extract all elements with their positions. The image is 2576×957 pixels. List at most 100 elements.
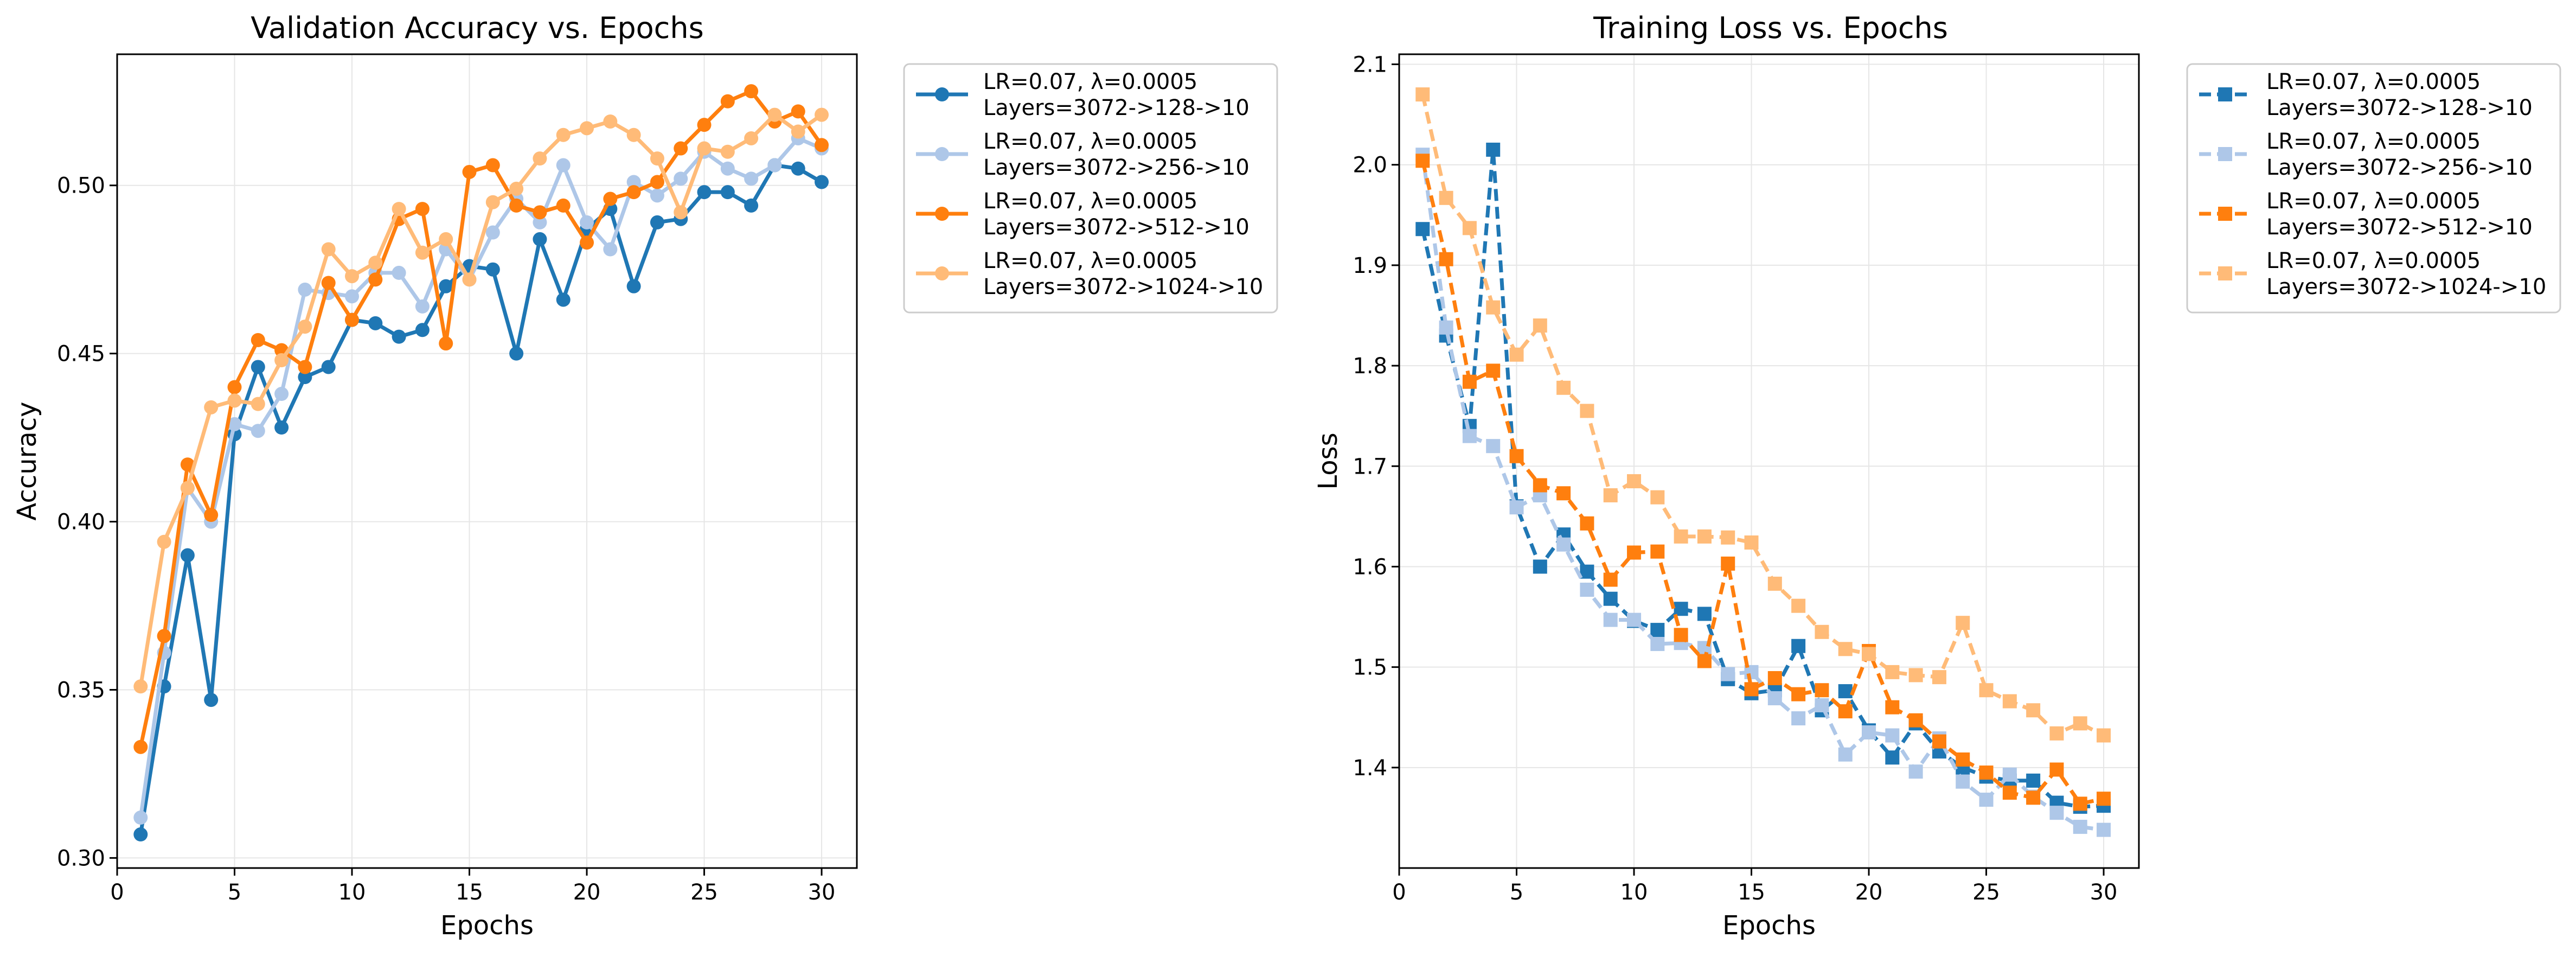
accuracy-data-point xyxy=(251,360,265,374)
accuracy-x-tick-label: 5 xyxy=(228,880,241,905)
accuracy-legend-marker xyxy=(935,87,949,101)
accuracy-data-point xyxy=(650,215,664,229)
loss-y-tick-label: 2.1 xyxy=(1353,53,1387,78)
loss-x-tick-label: 25 xyxy=(1972,880,2000,905)
accuracy-data-point xyxy=(603,192,618,206)
accuracy-legend-label-line: LR=0.07, λ=0.0005 xyxy=(983,189,1197,214)
accuracy-data-point xyxy=(533,205,547,220)
accuracy-data-point xyxy=(274,353,289,368)
accuracy-data-point xyxy=(791,104,805,119)
loss-data-point xyxy=(1838,747,1853,762)
accuracy-legend: LR=0.07, λ=0.0005 Layers=3072->128->10LR=… xyxy=(903,63,1278,314)
loss-x-tick-label: 15 xyxy=(1738,880,1765,905)
accuracy-data-point xyxy=(556,292,571,307)
accuracy-legend-label-line: LR=0.07, λ=0.0005 xyxy=(983,129,1197,154)
accuracy-data-point xyxy=(274,387,289,401)
loss-data-point xyxy=(1650,544,1665,559)
loss-y-tick-label: 1.5 xyxy=(1353,655,1387,680)
loss-legend-label-line: Layers=3072->512->10 xyxy=(2266,215,2533,240)
accuracy-data-point xyxy=(720,185,735,200)
accuracy-data-point xyxy=(321,360,336,374)
loss-series-line xyxy=(1420,160,2104,806)
loss-data-point xyxy=(1885,700,1900,714)
accuracy-y-ticks: 0.30 0.35 0.40 0.45 0.50 xyxy=(57,174,117,871)
loss-data-point xyxy=(1650,637,1665,652)
accuracy-x-tick-label: 10 xyxy=(338,880,366,905)
accuracy-data-point xyxy=(603,242,618,257)
loss-data-point xyxy=(1580,404,1594,418)
loss-legend-marker xyxy=(2218,147,2232,161)
loss-legend-label-line: LR=0.07, λ=0.0005 xyxy=(2266,189,2481,214)
loss-data-point xyxy=(1533,478,1547,493)
accuracy-data-point xyxy=(204,400,219,414)
accuracy-data-point xyxy=(485,225,500,240)
accuracy-data-point xyxy=(650,151,664,166)
accuracy-data-point xyxy=(697,141,712,156)
loss-data-point xyxy=(1533,559,1547,574)
loss-data-point xyxy=(1674,602,1688,616)
loss-y-tick-label: 1.4 xyxy=(1353,756,1387,781)
accuracy-y-tick-label: 0.35 xyxy=(57,678,105,703)
loss-data-point xyxy=(1956,774,1970,789)
loss-legend-label-line: Layers=3072->128->10 xyxy=(2266,95,2533,120)
loss-data-point xyxy=(1486,363,1501,378)
loss-data-point xyxy=(1791,687,1806,701)
accuracy-data-point xyxy=(133,739,148,754)
accuracy-data-point xyxy=(509,346,524,361)
loss-legend-label-line: LR=0.07, λ=0.0005 xyxy=(2266,69,2481,94)
accuracy-x-tick-label: 30 xyxy=(808,880,836,905)
loss-data-point xyxy=(2097,728,2111,743)
loss-data-point xyxy=(1932,670,1946,685)
loss-data-point xyxy=(1439,190,1453,205)
accuracy-data-point xyxy=(298,282,312,297)
loss-legend-frame xyxy=(2186,63,2561,314)
accuracy-data-point xyxy=(674,171,688,186)
loss-data-point xyxy=(1744,682,1759,697)
loss-data-point xyxy=(2026,703,2041,718)
accuracy-series-0 xyxy=(133,158,829,842)
accuracy-data-point xyxy=(626,175,641,189)
loss-data-point xyxy=(2049,762,2064,777)
loss-x-axis-label: Epochs xyxy=(1722,910,1816,941)
loss-legend-label: LR=0.07, λ=0.0005 Layers=3072->512->10 xyxy=(2266,189,2533,240)
loss-data-point xyxy=(1556,380,1571,395)
loss-data-point xyxy=(1838,642,1853,656)
loss-data-point xyxy=(1580,564,1594,579)
loss-data-point xyxy=(1721,667,1735,681)
loss-data-point xyxy=(1908,764,1923,779)
accuracy-legend-label-line: Layers=3072->512->10 xyxy=(983,215,1249,240)
accuracy-data-point xyxy=(650,188,664,203)
loss-data-point xyxy=(1956,752,1970,767)
accuracy-data-point xyxy=(298,360,312,374)
accuracy-data-point xyxy=(321,242,336,257)
accuracy-data-point xyxy=(767,158,782,173)
loss-legend-marker xyxy=(2218,87,2232,101)
accuracy-y-tick-label: 0.30 xyxy=(57,846,105,871)
accuracy-x-tick-label: 25 xyxy=(690,880,718,905)
accuracy-data-point xyxy=(556,127,571,142)
loss-data-point xyxy=(1908,713,1923,728)
accuracy-data-point xyxy=(415,299,430,314)
loss-data-point xyxy=(1932,734,1946,749)
loss-data-point xyxy=(1908,668,1923,682)
loss-legend-label-line: LR=0.07, λ=0.0005 xyxy=(2266,129,2481,154)
loss-data-point xyxy=(1885,750,1900,765)
accuracy-series-group xyxy=(133,84,829,842)
accuracy-legend-label-line: Layers=3072->256->10 xyxy=(983,155,1249,180)
accuracy-data-point xyxy=(392,202,406,216)
accuracy-data-point xyxy=(462,272,477,287)
accuracy-data-point xyxy=(626,185,641,200)
loss-x-tick-label: 20 xyxy=(1855,880,1883,905)
loss-data-point xyxy=(2097,792,2111,806)
accuracy-data-point xyxy=(392,265,406,280)
accuracy-chart: Validation Accuracy vs. Epochs 0 5 10 15 20 2… xyxy=(12,11,1278,941)
accuracy-legend-marker xyxy=(935,266,949,280)
accuracy-data-point xyxy=(720,144,735,159)
accuracy-axes-frame xyxy=(116,53,858,869)
accuracy-data-point xyxy=(650,175,664,189)
accuracy-data-point xyxy=(298,370,312,385)
accuracy-data-point xyxy=(345,289,360,304)
accuracy-legend-frame xyxy=(903,63,1278,314)
loss-data-point xyxy=(1486,439,1501,454)
